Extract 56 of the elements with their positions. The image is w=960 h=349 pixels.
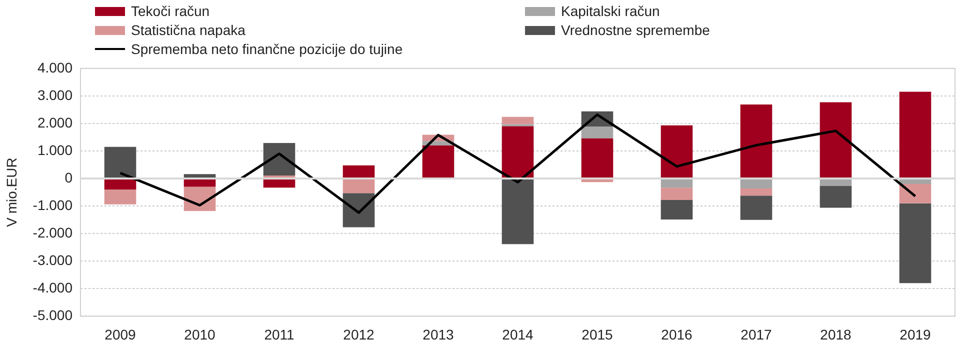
bar xyxy=(104,179,136,190)
x-tick-label: 2013 xyxy=(422,326,454,342)
bar xyxy=(660,200,693,220)
bar xyxy=(104,190,136,204)
bar xyxy=(660,179,693,188)
y-axis-title: V mio.EUR xyxy=(3,158,20,227)
bar xyxy=(899,203,932,284)
bar xyxy=(820,102,852,178)
bar xyxy=(820,186,852,208)
bar xyxy=(740,179,772,188)
bar xyxy=(342,165,375,178)
y-tick-label: -1.000 xyxy=(32,196,73,213)
bar xyxy=(820,179,852,186)
legend-label: Sprememba neto finančne pozicije do tujine xyxy=(130,40,404,58)
legend-label: Vrednostne spremembe xyxy=(560,21,711,39)
y-tick-label: -3.000 xyxy=(32,252,73,268)
bar xyxy=(660,188,693,200)
y-tick-label: 2.000 xyxy=(37,114,73,130)
y-tick-label: 3.000 xyxy=(37,86,73,103)
bar xyxy=(740,104,772,178)
bar xyxy=(104,146,136,178)
bar xyxy=(184,179,216,187)
x-tick-label: 2010 xyxy=(184,326,216,342)
x-tick-label: 2017 xyxy=(740,326,772,342)
bar xyxy=(899,184,932,204)
x-tick-label: 2019 xyxy=(900,326,932,342)
x-tick-label: 2014 xyxy=(502,326,534,342)
y-tick-label: 4.000 xyxy=(37,59,73,76)
x-tick-label: 2018 xyxy=(820,326,852,342)
bar xyxy=(263,143,296,176)
y-tick-label: -2.000 xyxy=(32,224,73,240)
bar xyxy=(342,179,375,194)
legend-label: Kapitalski račun xyxy=(560,2,661,20)
bar xyxy=(502,116,534,124)
y-tick-label: 1.000 xyxy=(37,142,73,158)
legend-label: Tekoči račun xyxy=(130,2,211,20)
bar xyxy=(740,196,772,220)
bar xyxy=(502,126,534,178)
x-tick-label: 2009 xyxy=(104,326,136,342)
x-tick-label: 2015 xyxy=(582,326,614,342)
y-tick-label: -4.000 xyxy=(32,280,73,296)
y-tick-label: 0 xyxy=(64,169,73,186)
bar xyxy=(899,92,932,178)
y-tick-label: -5.000 xyxy=(32,307,73,324)
x-tick-label: 2016 xyxy=(661,326,693,342)
bar xyxy=(581,126,614,138)
bar xyxy=(740,188,772,196)
bar xyxy=(342,193,375,228)
x-tick-label: 2011 xyxy=(264,326,295,342)
bar xyxy=(422,145,454,178)
bar xyxy=(660,125,693,178)
bar xyxy=(263,179,296,188)
bar xyxy=(502,179,534,244)
x-tick-label: 2012 xyxy=(343,326,375,342)
legend-label: Statistična napaka xyxy=(130,21,246,39)
bar xyxy=(581,138,614,178)
